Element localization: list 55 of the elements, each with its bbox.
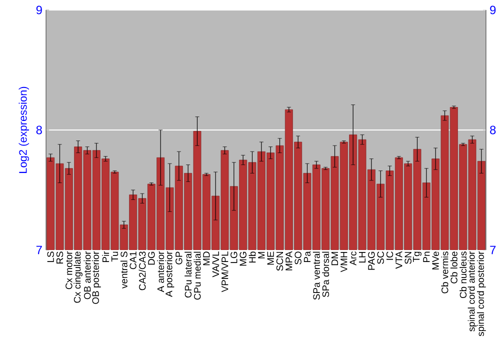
x-tick-label: Cb nucleus xyxy=(460,252,467,298)
x-tick-label: SO xyxy=(294,252,302,264)
x-tick-label: RS xyxy=(56,252,64,264)
x-tick-label: OB posterior xyxy=(92,251,101,304)
x-tick-label: OB anterior xyxy=(84,251,91,300)
y-tick-label: 7 xyxy=(36,246,42,254)
x-tick-label: SCN xyxy=(276,252,284,271)
x-tick-label: SC xyxy=(377,252,384,264)
x-tick-label: Arc xyxy=(350,251,356,266)
x-tick-label: VPM/VPL xyxy=(221,252,228,292)
x-tick-label: GP xyxy=(176,252,182,264)
x-tick-label: Cx motor xyxy=(66,251,72,290)
x-tick-label: VMH xyxy=(340,252,348,272)
y-tick-label: 8 xyxy=(36,126,42,134)
x-tick-label: Tg xyxy=(413,252,422,262)
x-tick-label: M xyxy=(258,252,265,258)
x-tick-label: CPu lateral xyxy=(184,252,192,298)
x-tick-label: LG xyxy=(230,252,238,264)
x-tick-label: MPA xyxy=(286,251,292,270)
x-tick-label: SPa ventral xyxy=(312,252,320,300)
x-tick-label: DG xyxy=(148,252,155,265)
y-axis-title: Log2 (expression) xyxy=(18,86,29,173)
x-tick-label: Tu xyxy=(111,252,118,262)
x-tick-label: ventral S xyxy=(120,252,128,289)
x-tick-label: VTA xyxy=(396,251,402,269)
x-tick-label: Pir xyxy=(102,251,110,262)
x-tick-label: SPa dorsal xyxy=(322,252,330,298)
x-tick-label: spinal cord posterior xyxy=(477,251,486,336)
x-tick-label: Cx cingulate xyxy=(74,252,82,303)
x-tick-label: A anterior xyxy=(157,251,164,292)
x-tick-label: IC xyxy=(386,252,394,260)
x-tick-label: Cb lobe xyxy=(450,252,458,284)
x-tick-label: LS xyxy=(47,252,54,262)
x-tick-label: ME xyxy=(267,252,274,265)
x-tick-label: DM xyxy=(331,252,338,266)
x-tick-label: spinal cord anterior xyxy=(468,251,477,332)
x-tick-label: CA1 xyxy=(130,252,136,270)
y2-tick-label: 7 xyxy=(490,246,496,254)
x-tick-label: CPu medial xyxy=(194,252,201,300)
x-tick-label: Cb vermis xyxy=(441,252,448,294)
x-tick-label: SN xyxy=(404,252,412,264)
x-tick-label: Pa xyxy=(304,251,311,262)
x-tick-label: CA2/CA3 xyxy=(138,252,146,290)
x-tick-label: MVe xyxy=(432,252,439,270)
y2-tick-label: 8 xyxy=(490,126,496,134)
x-tick-label: PAG xyxy=(368,252,375,270)
x-tick-label: Hb xyxy=(248,252,256,263)
x-tick-label: A posterior xyxy=(165,251,174,297)
y2-tick-label: 9 xyxy=(490,6,496,14)
x-tick-label: VA/VL xyxy=(212,252,220,278)
x-tick-label: Pn xyxy=(423,252,430,262)
x-tick-label: LH xyxy=(358,252,366,263)
y-tick-label: 9 xyxy=(36,6,42,14)
x-tick-label: MD xyxy=(203,252,210,266)
x-tick-label: MG xyxy=(240,252,246,266)
